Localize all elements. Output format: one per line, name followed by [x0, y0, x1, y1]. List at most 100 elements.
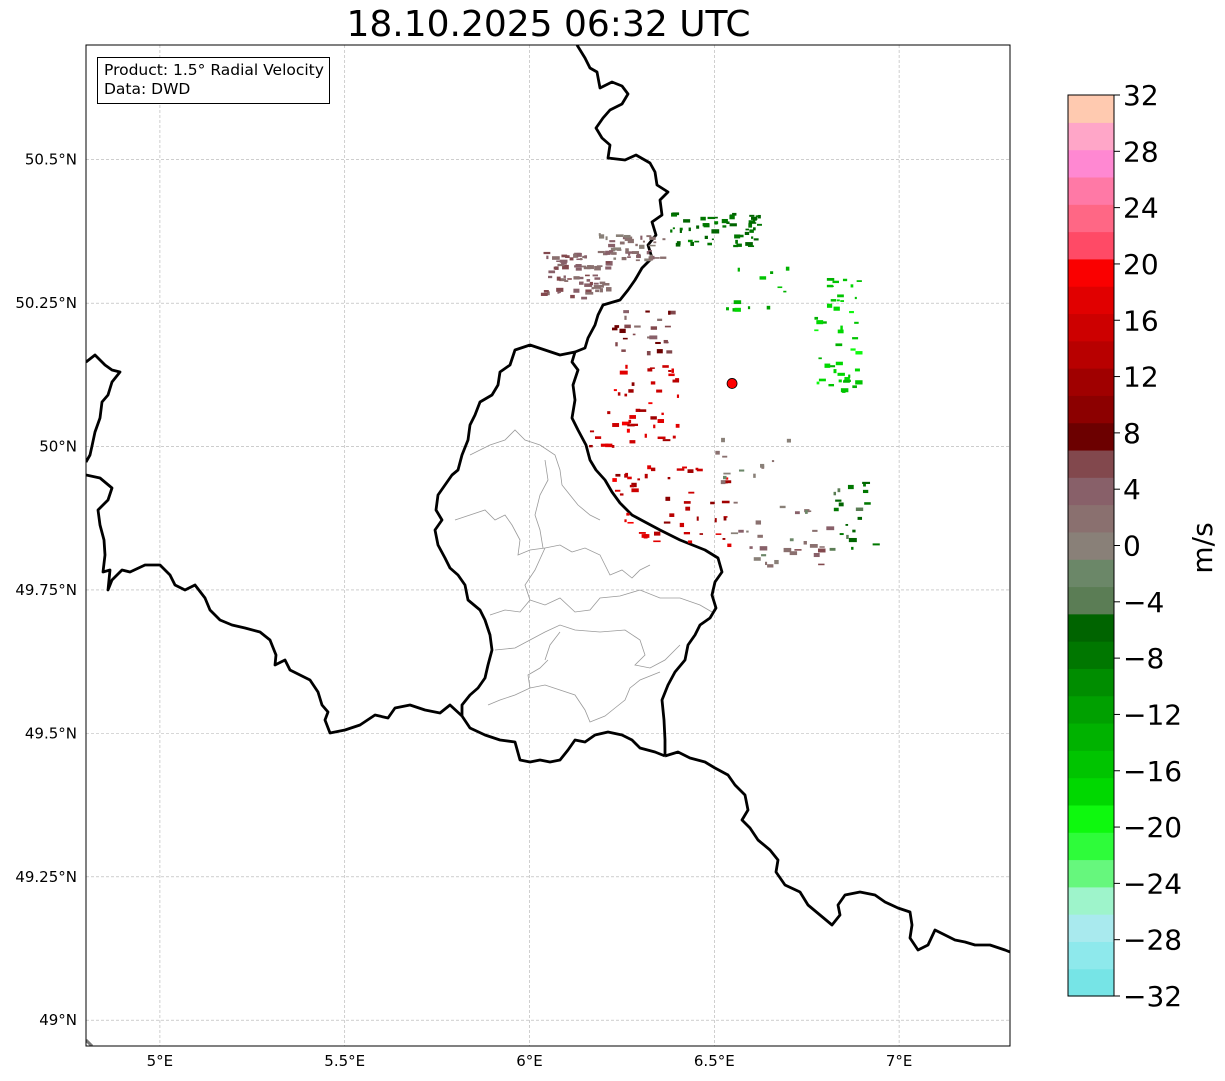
velocity-pixel	[835, 499, 842, 502]
velocity-pixel	[667, 476, 671, 480]
velocity-pixel	[830, 299, 837, 302]
velocity-pixel	[647, 336, 650, 339]
velocity-pixel	[543, 289, 549, 293]
velocity-pixel	[855, 380, 863, 385]
colorbar-segment	[1068, 695, 1114, 724]
velocity-pixel	[589, 444, 593, 448]
colorbar-segment	[1068, 641, 1114, 669]
velocity-pixel	[612, 478, 617, 482]
velocity-pixel	[613, 247, 622, 251]
velocity-pixel	[585, 289, 592, 294]
velocity-pixel	[722, 455, 728, 458]
velocity-pixel	[624, 324, 631, 329]
velocity-pixel	[725, 477, 729, 480]
velocity-pixel	[543, 251, 551, 255]
velocity-pixel	[642, 240, 646, 243]
colorbar-tick-label: −16	[1123, 755, 1182, 788]
velocity-pixel	[652, 257, 660, 259]
colorbar-unit-label: m/s	[1186, 522, 1219, 573]
country-borders	[86, 45, 1010, 1046]
velocity-pixel	[676, 468, 685, 471]
velocity-pixel	[723, 517, 727, 521]
velocity-pixel	[556, 287, 564, 292]
velocity-pixel	[817, 548, 826, 553]
velocity-pixel	[657, 318, 663, 321]
velocity-pixel	[833, 306, 840, 311]
colorbar-segment	[1068, 722, 1114, 751]
velocity-pixel	[619, 328, 626, 334]
velocity-pixel	[672, 435, 676, 439]
border-belgium-luxembourg	[433, 343, 576, 716]
velocity-pixel	[650, 381, 656, 385]
velocity-pixel	[662, 238, 666, 241]
velocity-pixel	[614, 489, 621, 492]
velocity-pixel	[625, 248, 629, 253]
velocity-pixel	[600, 443, 609, 447]
velocity-pixel	[614, 325, 620, 328]
velocity-pixel	[649, 367, 655, 369]
velocity-pixel	[771, 460, 775, 463]
velocity-pixel	[722, 225, 727, 228]
velocity-pixel	[648, 256, 654, 261]
velocity-pixel	[826, 526, 835, 531]
map-title: 18.10.2025 06:32 UTC	[346, 4, 751, 45]
velocity-pixel	[559, 278, 567, 282]
velocity-pixel	[619, 493, 624, 496]
velocity-pixel	[735, 239, 738, 244]
colorbar-tick-label: −4	[1123, 586, 1164, 619]
lat-tick-label: 49.5°N	[25, 724, 77, 742]
velocity-pixel	[838, 502, 844, 507]
velocity-pixel	[624, 393, 628, 397]
velocity-pixel	[672, 212, 680, 216]
velocity-pixel	[613, 389, 617, 392]
velocity-pixel	[738, 469, 745, 472]
velocity-pixel	[647, 465, 652, 470]
velocity-pixel	[783, 290, 787, 293]
velocity-pixel	[852, 385, 857, 389]
velocity-pixel	[840, 325, 843, 330]
velocity-pixel	[611, 252, 617, 255]
velocity-pixel	[599, 281, 606, 285]
velocity-pixel	[675, 378, 680, 381]
velocity-pixel	[655, 341, 661, 345]
velocity-pixel	[582, 255, 585, 259]
velocity-pixel	[548, 275, 553, 279]
velocity-pixel	[552, 256, 560, 260]
velocity-pixel	[679, 229, 682, 233]
colorbar-segment	[1068, 531, 1114, 560]
colorbar-tick-label: 20	[1123, 248, 1159, 281]
colorbar-segment	[1068, 750, 1114, 779]
colorbar-tick-label: −20	[1123, 811, 1182, 844]
velocity-pixel	[729, 223, 737, 227]
velocity-pixel	[714, 222, 718, 225]
velocity-pixel	[732, 308, 735, 312]
velocity-pixel	[746, 530, 749, 533]
velocity-pixel	[660, 256, 667, 259]
velocity-pixel	[724, 480, 732, 484]
velocity-pixel	[599, 288, 603, 293]
lon-tick-label: 5°E	[147, 1052, 174, 1070]
velocity-pixel	[576, 258, 583, 261]
velocity-pixel	[557, 291, 560, 294]
velocity-pixel	[558, 291, 561, 294]
velocity-pixel	[584, 283, 593, 287]
district-boundary-central	[534, 459, 651, 579]
velocity-pixel	[567, 278, 572, 280]
velocity-pixel	[629, 484, 635, 488]
velocity-pixel	[715, 533, 722, 535]
velocity-pixel	[842, 388, 846, 393]
velocity-pixel	[826, 284, 833, 288]
lon-tick-label: 6°E	[516, 1052, 543, 1070]
velocity-pixel	[591, 287, 595, 290]
velocity-pixel	[687, 540, 693, 544]
district-boundaries	[454, 429, 713, 723]
velocity-pixel	[656, 389, 663, 393]
velocity-pixel	[767, 564, 774, 568]
velocity-pixel	[547, 291, 550, 296]
velocity-pixel	[854, 368, 860, 372]
velocity-pixel	[575, 267, 582, 271]
velocity-pixel	[794, 511, 800, 515]
velocity-pixel	[615, 342, 618, 347]
velocity-pixel	[814, 316, 819, 320]
velocity-pixel	[820, 321, 827, 324]
